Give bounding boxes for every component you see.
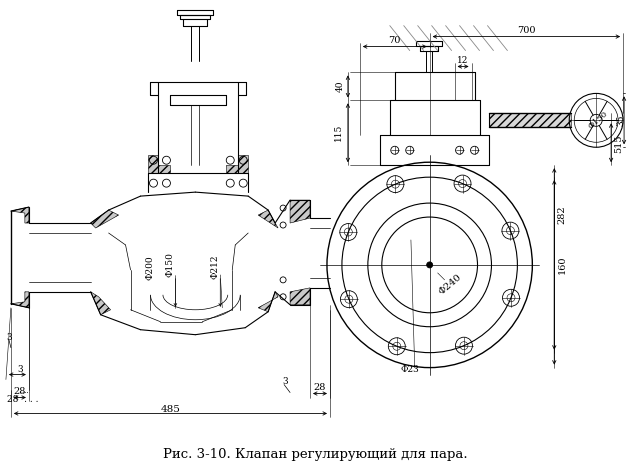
Text: Ф212: Ф212 — [211, 255, 220, 279]
Polygon shape — [258, 292, 278, 312]
Text: 35: 35 — [616, 114, 626, 126]
Text: Ф23: Ф23 — [400, 365, 419, 374]
Polygon shape — [290, 288, 310, 305]
Text: Рис. 3-10. Клапан регулирующий для пара.: Рис. 3-10. Клапан регулирующий для пара. — [163, 448, 467, 461]
Text: 28  . . .: 28 . . . — [7, 395, 38, 404]
Text: 282: 282 — [558, 206, 567, 224]
Text: Ф150: Ф150 — [587, 110, 610, 131]
Text: 3: 3 — [17, 365, 23, 374]
Polygon shape — [91, 292, 111, 315]
Text: 70: 70 — [389, 36, 401, 45]
Text: Ф240: Ф240 — [437, 273, 463, 297]
Polygon shape — [11, 292, 29, 308]
Text: Ф200: Ф200 — [146, 255, 155, 280]
Text: Ф150: Ф150 — [166, 253, 175, 277]
Text: 28: 28 — [314, 383, 326, 392]
Text: 40: 40 — [335, 81, 345, 92]
Text: 3: 3 — [6, 333, 12, 342]
Polygon shape — [91, 210, 119, 228]
Text: 485: 485 — [160, 405, 181, 414]
Polygon shape — [489, 113, 571, 127]
Text: 115: 115 — [335, 124, 343, 141]
Polygon shape — [11, 207, 29, 223]
Polygon shape — [226, 165, 238, 173]
Polygon shape — [238, 155, 248, 173]
Text: 28: 28 — [14, 387, 26, 396]
Text: 160: 160 — [558, 255, 567, 274]
Text: 515: 515 — [615, 134, 623, 153]
Text: 3: 3 — [282, 377, 288, 386]
Polygon shape — [290, 200, 310, 223]
Text: 12: 12 — [457, 56, 468, 65]
Text: 700: 700 — [517, 26, 536, 35]
Polygon shape — [159, 165, 170, 173]
Polygon shape — [258, 210, 278, 228]
Circle shape — [426, 262, 433, 268]
Polygon shape — [148, 155, 159, 173]
